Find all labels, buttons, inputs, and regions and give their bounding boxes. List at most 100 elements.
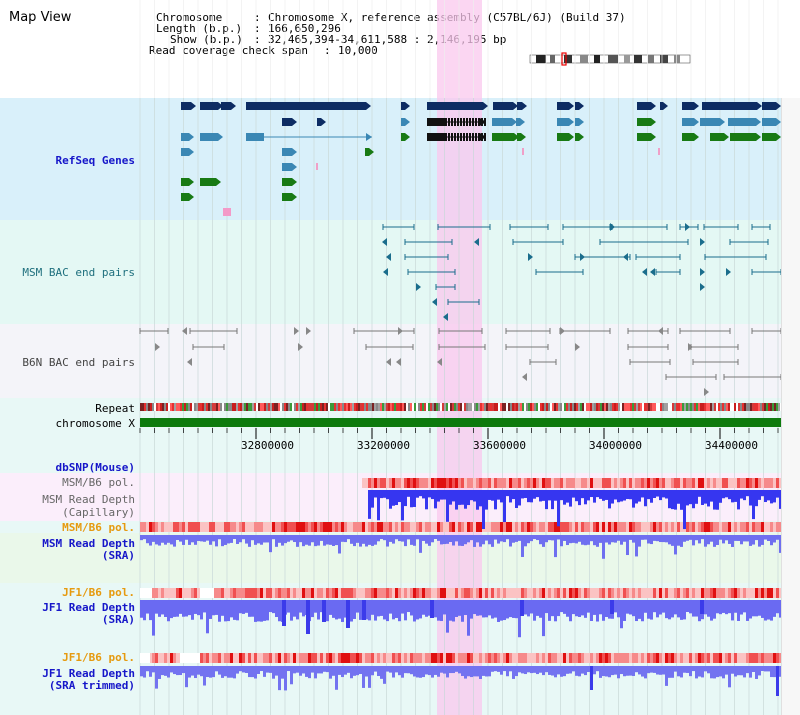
jf1-b6-pol-cell	[155, 588, 158, 598]
msm-b6-pol-cell	[521, 478, 524, 488]
msm-b6-pol-cell	[737, 522, 740, 532]
repeat-segment	[298, 403, 300, 411]
jf1-depth-sra-bar	[698, 600, 701, 622]
jf1-depth-trimmed-bar	[404, 666, 407, 674]
jf1-depth-trimmed-bar	[479, 666, 482, 679]
jf1-b6-pol-cell	[485, 588, 488, 598]
jf1-depth-trimmed-bar	[227, 666, 230, 678]
jf1-b6-pol-cell	[194, 588, 197, 598]
jf1-depth-trimmed-bar	[350, 666, 353, 679]
jf1-b6-pol-cell	[749, 588, 752, 598]
jf1-b6-pol-cell	[260, 653, 263, 663]
jf1-depth-trimmed-bar	[287, 666, 290, 672]
jf1-b6-pol-cell	[746, 653, 749, 663]
msm-depth-capillary-bar	[584, 490, 587, 505]
msm-depth-sra-bar	[395, 535, 398, 540]
repeat-segment	[170, 403, 172, 411]
jf1-b6-pol-cell	[368, 653, 371, 663]
msm-b6-pol-cell	[746, 522, 749, 532]
msm-depth-sra-bar	[362, 535, 365, 544]
b6n-bac-track-label[interactable]: B6N BAC end pairs	[22, 356, 135, 369]
msm-b6-pol-cell	[149, 522, 152, 532]
gene-block	[181, 148, 189, 156]
repeat-segment	[608, 403, 610, 411]
msm-b6-pol-cell	[410, 522, 413, 532]
msm-depth-sra-label[interactable]: MSM Read Depth	[42, 537, 135, 550]
jf1-depth-sra-bar	[533, 600, 536, 621]
msm-b6-pol-label-1[interactable]: MSM/B6 pol.	[62, 476, 135, 489]
msm-b6-pol-cell	[605, 522, 608, 532]
jf1-depth-sra-sublabel[interactable]: (SRA)	[101, 613, 135, 626]
chromosome-ideogram[interactable]	[528, 52, 698, 66]
msm-b6-pol-cell	[764, 478, 767, 488]
repeat-track-label[interactable]: Repeat	[95, 402, 135, 415]
repeat-segment	[548, 403, 550, 411]
msm-b6-pol-label-2[interactable]: MSM/B6 pol.	[62, 521, 135, 534]
jf1-b6-pol-cell	[170, 653, 173, 663]
chromosome-track-label[interactable]: chromosome X	[55, 417, 135, 430]
msm-depth-sra-bar	[503, 535, 506, 543]
refseq-track-label[interactable]: RefSeq Genes	[55, 154, 135, 167]
repeat-segment	[174, 403, 176, 411]
msm-depth-capillary-label[interactable]: MSM Read Depth	[42, 493, 135, 506]
gene-block	[557, 133, 569, 141]
jf1-depth-sra-bar	[530, 600, 533, 614]
msm-depth-sra-sublabel[interactable]: (SRA)	[101, 549, 135, 562]
repeat-segment	[260, 403, 262, 411]
msm-depth-sra-bar	[251, 535, 254, 541]
jf1-depth-sra-bar	[215, 600, 218, 615]
jf1-b6-pol-cell	[398, 588, 401, 598]
jf1-b6-pol-label-2[interactable]: JF1/B6 pol.	[62, 651, 135, 664]
repeat-segment	[720, 403, 722, 411]
msm-depth-sra-bar	[692, 535, 695, 546]
msm-depth-capillary-bar	[587, 490, 590, 501]
gene-block-arrow	[189, 133, 194, 141]
msm-depth-sra-bar	[653, 535, 656, 541]
msm-b6-pol-cell	[680, 478, 683, 488]
vertical-scrollbar[interactable]	[781, 98, 800, 715]
msm-b6-pol-cell	[614, 478, 617, 488]
repeat-segment	[578, 403, 580, 411]
repeat-segment	[684, 403, 686, 411]
header-area	[0, 0, 800, 98]
jf1-b6-pol-cell	[482, 588, 485, 598]
msm-bac-track-label[interactable]: MSM BAC end pairs	[22, 266, 135, 279]
jf1-depth-trimmed-bar	[449, 666, 452, 674]
repeat-segment	[464, 403, 466, 411]
msm-b6-pol-cell	[758, 478, 761, 488]
jf1-b6-pol-cell	[236, 653, 239, 663]
repeat-segment	[352, 403, 354, 411]
msm-b6-pol-cell	[512, 478, 515, 488]
jf1-depth-spike	[306, 600, 310, 634]
msm-b6-pol-cell	[710, 478, 713, 488]
msm-depth-capillary-sublabel[interactable]: (Capillary)	[62, 506, 135, 519]
jf1-b6-pol-cell	[470, 588, 473, 598]
jf1-depth-trimmed-sublabel[interactable]: (SRA trimmed)	[48, 679, 135, 692]
jf1-b6-pol-label-1[interactable]: JF1/B6 pol.	[62, 586, 135, 599]
msm-b6-pol-cell	[707, 478, 710, 488]
msm-depth-sra-bar	[299, 535, 302, 543]
jf1-b6-pol-cell	[353, 588, 356, 598]
jf1-b6-pol-cell	[455, 588, 458, 598]
msm-b6-pol-cell	[380, 478, 383, 488]
jf1-b6-pol-cell	[545, 653, 548, 663]
msm-depth-capillary-bar	[593, 490, 596, 503]
jf1-depth-sra-bar	[155, 600, 158, 614]
msm-depth-sra-bar	[680, 535, 683, 547]
msm-depth-capillary-bar	[551, 490, 554, 510]
repeat-segment	[310, 403, 312, 411]
dbsnp-track-label[interactable]: dbSNP(Mouse)	[55, 461, 135, 474]
msm-b6-pol-cell	[296, 522, 299, 532]
jf1-b6-pol-cell	[764, 653, 767, 663]
jf1-b6-pol-cell	[491, 588, 494, 598]
msm-b6-pol-cell	[503, 522, 506, 532]
jf1-depth-sra-bar	[512, 600, 515, 618]
msm-b6-pol-cell	[608, 478, 611, 488]
jf1-b6-pol-cell	[497, 653, 500, 663]
repeat-segment	[682, 403, 684, 411]
jf1-b6-pol-cell	[395, 653, 398, 663]
jf1-depth-trimmed-label[interactable]: JF1 Read Depth	[42, 667, 135, 680]
jf1-depth-trimmed-bar	[527, 666, 530, 673]
jf1-depth-sra-label[interactable]: JF1 Read Depth	[42, 601, 135, 614]
